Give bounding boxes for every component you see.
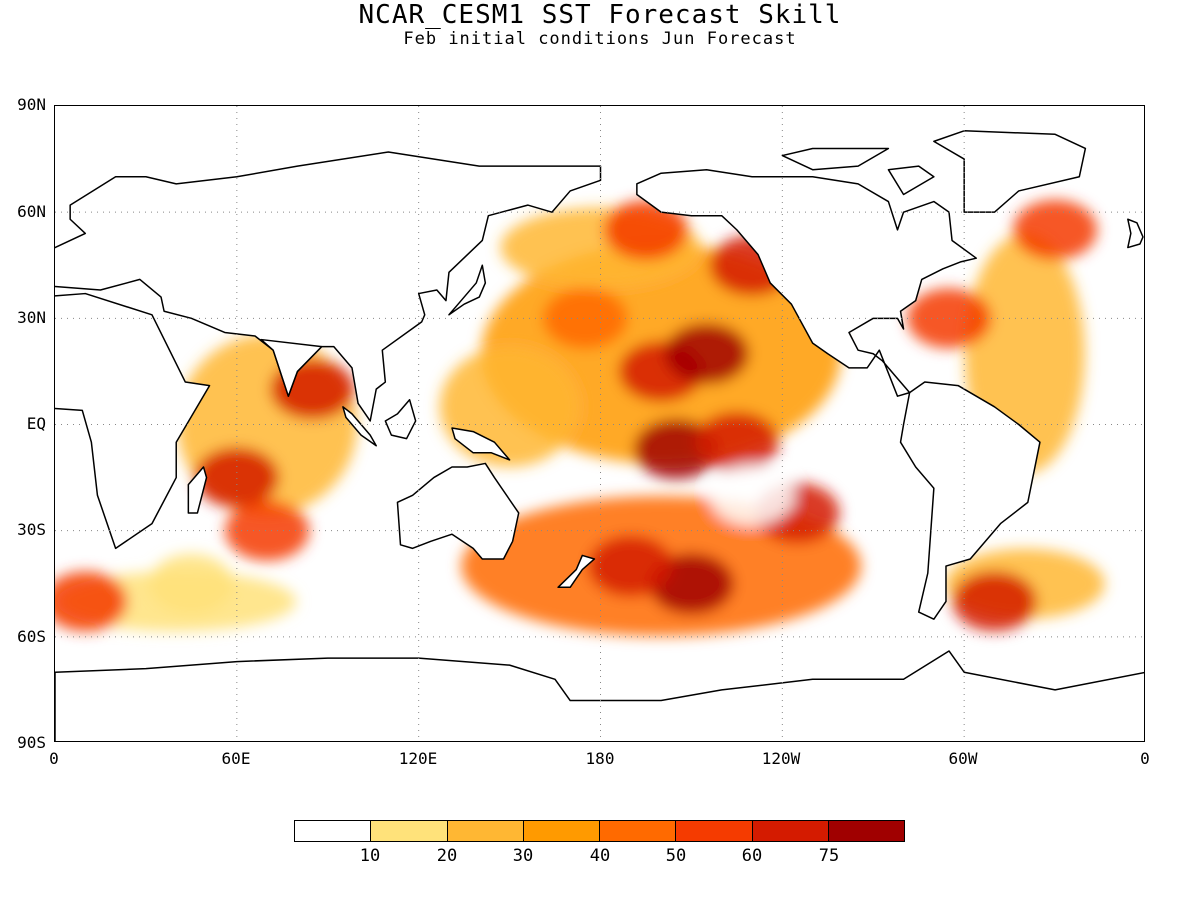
chart-subtitle: Feb initial conditions Jun Forecast [403,29,797,49]
chart-title: NCAR_CESM1 SST Forecast Skill [358,0,842,30]
colorbar-swatch-7 [828,821,904,841]
skill-region-17 [710,465,795,526]
skill-region-1 [664,323,749,384]
lat-label-60s: 60S [17,627,46,646]
south-america-land [899,381,1041,620]
japan-land [448,264,487,316]
skill-region-10 [194,447,279,508]
lon-label-180: 180 [585,749,615,768]
europe-asia-land [55,151,602,422]
india-land [260,338,323,397]
baffin-land [887,165,935,196]
colorbar-swatch-2 [447,821,524,841]
colorbar-swatch-3 [523,821,600,841]
skill-region-18 [149,553,234,614]
colorbar-swatch-1 [371,821,448,841]
skill-region-6 [603,199,688,260]
sumatra-land [342,406,377,447]
lon-label-360: 0 [1140,749,1150,768]
nz-land [557,554,596,589]
skill-region-3 [694,412,779,473]
greenland-land [933,130,1087,213]
skill-region-14 [1013,199,1098,260]
borneo-land [384,398,417,440]
lon-label-60e: 60E [221,749,251,768]
uk-land [1127,218,1144,249]
lat-label-eq: EQ [26,414,46,433]
skill-region-16 [55,571,128,632]
africa-land [55,292,211,550]
colorbar-swatch-5 [676,821,753,841]
colorbar-label-75: 75 [818,846,840,866]
australia-land [396,462,520,560]
colorbar-label-10: 10 [359,846,381,866]
sst-skill-map [55,106,1144,741]
lon-label-60w: 60W [948,749,978,768]
map-plot-area [54,105,1145,742]
colorbar-swatch-6 [752,821,829,841]
skill-region-12 [225,500,310,561]
madagascar-land [187,466,208,514]
colorbar-label-50: 50 [665,846,687,866]
colorbar-label-60: 60 [741,846,763,866]
skill-region-15 [952,571,1037,632]
lon-label-120w: 120W [761,749,801,768]
colorbar-label-20: 20 [436,846,458,866]
field-background-blob [439,346,580,467]
colorbar-label-40: 40 [589,846,611,866]
colorbar [294,820,905,842]
lat-label-90s: 90S [17,733,46,752]
lat-label-90n: 90N [17,95,46,114]
lon-label-120e: 120E [398,749,438,768]
skill-region-4 [543,288,628,349]
newguinea-land [451,427,511,461]
colorbar-swatch-4 [600,821,677,841]
lat-label-30n: 30N [17,308,46,327]
north-america-land [636,168,978,397]
colorbar-label-30: 30 [512,846,534,866]
arctic-islands-land [781,147,890,171]
colorbar-swatch-0 [295,821,372,841]
skill-region-8 [588,536,673,597]
antarctica-land [55,650,1144,741]
lon-label-0: 0 [49,749,59,768]
lat-label-60n: 60N [17,202,46,221]
lat-label-30s: 30S [17,520,46,539]
